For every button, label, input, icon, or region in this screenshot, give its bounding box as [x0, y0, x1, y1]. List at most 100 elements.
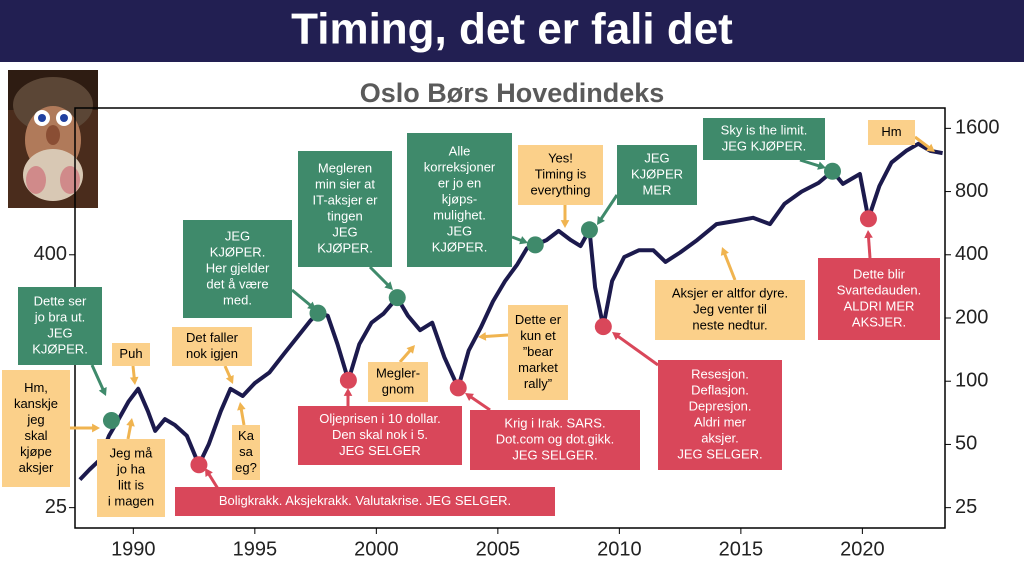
annotation-text: JEG SELGER.: [512, 447, 597, 462]
annotation-text: kun et: [520, 328, 556, 343]
arrow-head: [519, 236, 528, 245]
annotation-text: Ka: [238, 428, 255, 443]
annotation-text: sa: [239, 444, 254, 459]
annotation-text: Jeg må: [110, 445, 153, 460]
arrow-head: [384, 281, 393, 290]
annotation-text: KJØPER.: [210, 244, 266, 259]
annotation-text: Megler-: [376, 365, 420, 380]
arrow-head: [237, 402, 246, 411]
annotation-box: [470, 410, 640, 470]
annotation-box: [617, 145, 697, 205]
annotation-box: [368, 362, 428, 402]
y-tick-label: 100: [955, 369, 988, 391]
arrow-head: [560, 220, 570, 228]
x-tick-label: 1995: [233, 538, 278, 560]
annotation-text: KJØPER.: [317, 240, 373, 255]
arrow-head: [126, 418, 135, 427]
annotation-text: kjøpe: [20, 444, 52, 459]
arrow: [223, 365, 232, 379]
annotation-text: everything: [531, 182, 591, 197]
annotation-text: ”bear: [523, 344, 554, 359]
annotation-text: min sier at: [315, 176, 375, 191]
annotation-text: Boligkrakk. Aksjekrakk. Valutakrise. JEG…: [219, 493, 511, 508]
annotation-box: [298, 406, 462, 465]
annotation-text: KJØPER: [631, 166, 683, 181]
annotation-text: jo ha: [116, 461, 146, 476]
annotation-box: [703, 118, 825, 160]
annotation-text: Dette blir: [853, 266, 906, 281]
signal-dot: [388, 289, 406, 307]
annotation-box: [183, 220, 292, 318]
annotation-text: ALDRI MER: [844, 298, 915, 313]
arrow: [485, 333, 509, 339]
annotation-text: Alle: [449, 143, 471, 158]
annotation-text: nok igjen: [186, 346, 238, 361]
annotation-box: [172, 327, 252, 366]
annotation-text: JEG SELGER: [339, 443, 421, 458]
annotation-text: Deflasjon.: [691, 382, 749, 397]
arrow: [398, 349, 412, 363]
annotation-text: KJØPER.: [432, 239, 488, 254]
arrow: [723, 253, 737, 281]
annotation-text: market: [518, 360, 558, 375]
annotation-text: Krig i Irak. SARS.: [504, 415, 605, 430]
page-title: Timing, det er fali det: [291, 5, 733, 54]
annotation-text: neste nedtur.: [692, 317, 767, 332]
arrow: [470, 395, 491, 412]
annotation-text: Svartedauden.: [837, 282, 922, 297]
gnome-picture: [8, 70, 98, 208]
annotation-text: Oljeprisen i 10 dollar.: [319, 411, 440, 426]
title-bar: [0, 0, 1024, 62]
annotation-text: Timing is: [535, 166, 587, 181]
annotation-text: aksjer.: [701, 430, 739, 445]
arrow: [867, 237, 872, 259]
arrow-head: [612, 332, 621, 341]
annotation-text: Det faller: [186, 330, 239, 345]
y-tick-label: 400: [955, 243, 988, 265]
annotation-box: [18, 287, 102, 365]
annotation-text: Dot.com og dot.gikk.: [496, 431, 615, 446]
arrow: [291, 288, 312, 307]
signal-dot: [594, 318, 612, 336]
annotation-text: mulighet.: [433, 207, 486, 222]
arrow-head: [864, 230, 873, 239]
arrow-head: [817, 161, 826, 170]
annotation-text: Aksjer er altfor dyre.: [672, 285, 788, 300]
signal-dot: [580, 221, 598, 239]
annotation-box: [175, 487, 555, 516]
annotation-text: JEG: [644, 150, 669, 165]
annotation-text: jeg: [26, 412, 44, 427]
annotation-text: Hm,: [24, 380, 48, 395]
arrow-head: [225, 375, 234, 384]
annotation-box: [407, 133, 512, 267]
x-tick-label: 2020: [840, 538, 885, 560]
arrow: [126, 424, 133, 440]
annotation-text: kanskje: [14, 396, 58, 411]
annotation-text: tingen: [327, 208, 362, 223]
x-tick-label: 2015: [719, 538, 764, 560]
arrow-head: [926, 143, 935, 152]
annotation-text: IT-aksjer er: [312, 192, 378, 207]
x-tick-label: 1990: [111, 538, 156, 560]
annotation-box: [508, 305, 568, 400]
y-tick-label: 1600: [955, 117, 1000, 139]
annotation-text: korreksjoner: [424, 159, 496, 174]
annotation-text: med.: [223, 292, 252, 307]
signal-dot: [339, 371, 357, 389]
signal-dot: [859, 210, 877, 228]
arrow: [799, 158, 820, 168]
signal-dot: [449, 379, 467, 397]
annotation-box: [298, 151, 392, 267]
annotation-text: jo bra ut.: [34, 309, 86, 324]
annotation-text: Depresjon.: [689, 398, 752, 413]
annotation-text: litt is: [118, 477, 145, 492]
arrow-head: [98, 387, 107, 396]
y-tick-label: 50: [955, 433, 977, 455]
arrow: [90, 364, 105, 391]
arrow-head: [205, 468, 213, 477]
annotation-box: [232, 425, 260, 480]
x-tick-label: 2010: [597, 538, 642, 560]
annotation-text: Jeg venter til: [693, 301, 767, 316]
annotation-text: rally”: [524, 376, 552, 391]
